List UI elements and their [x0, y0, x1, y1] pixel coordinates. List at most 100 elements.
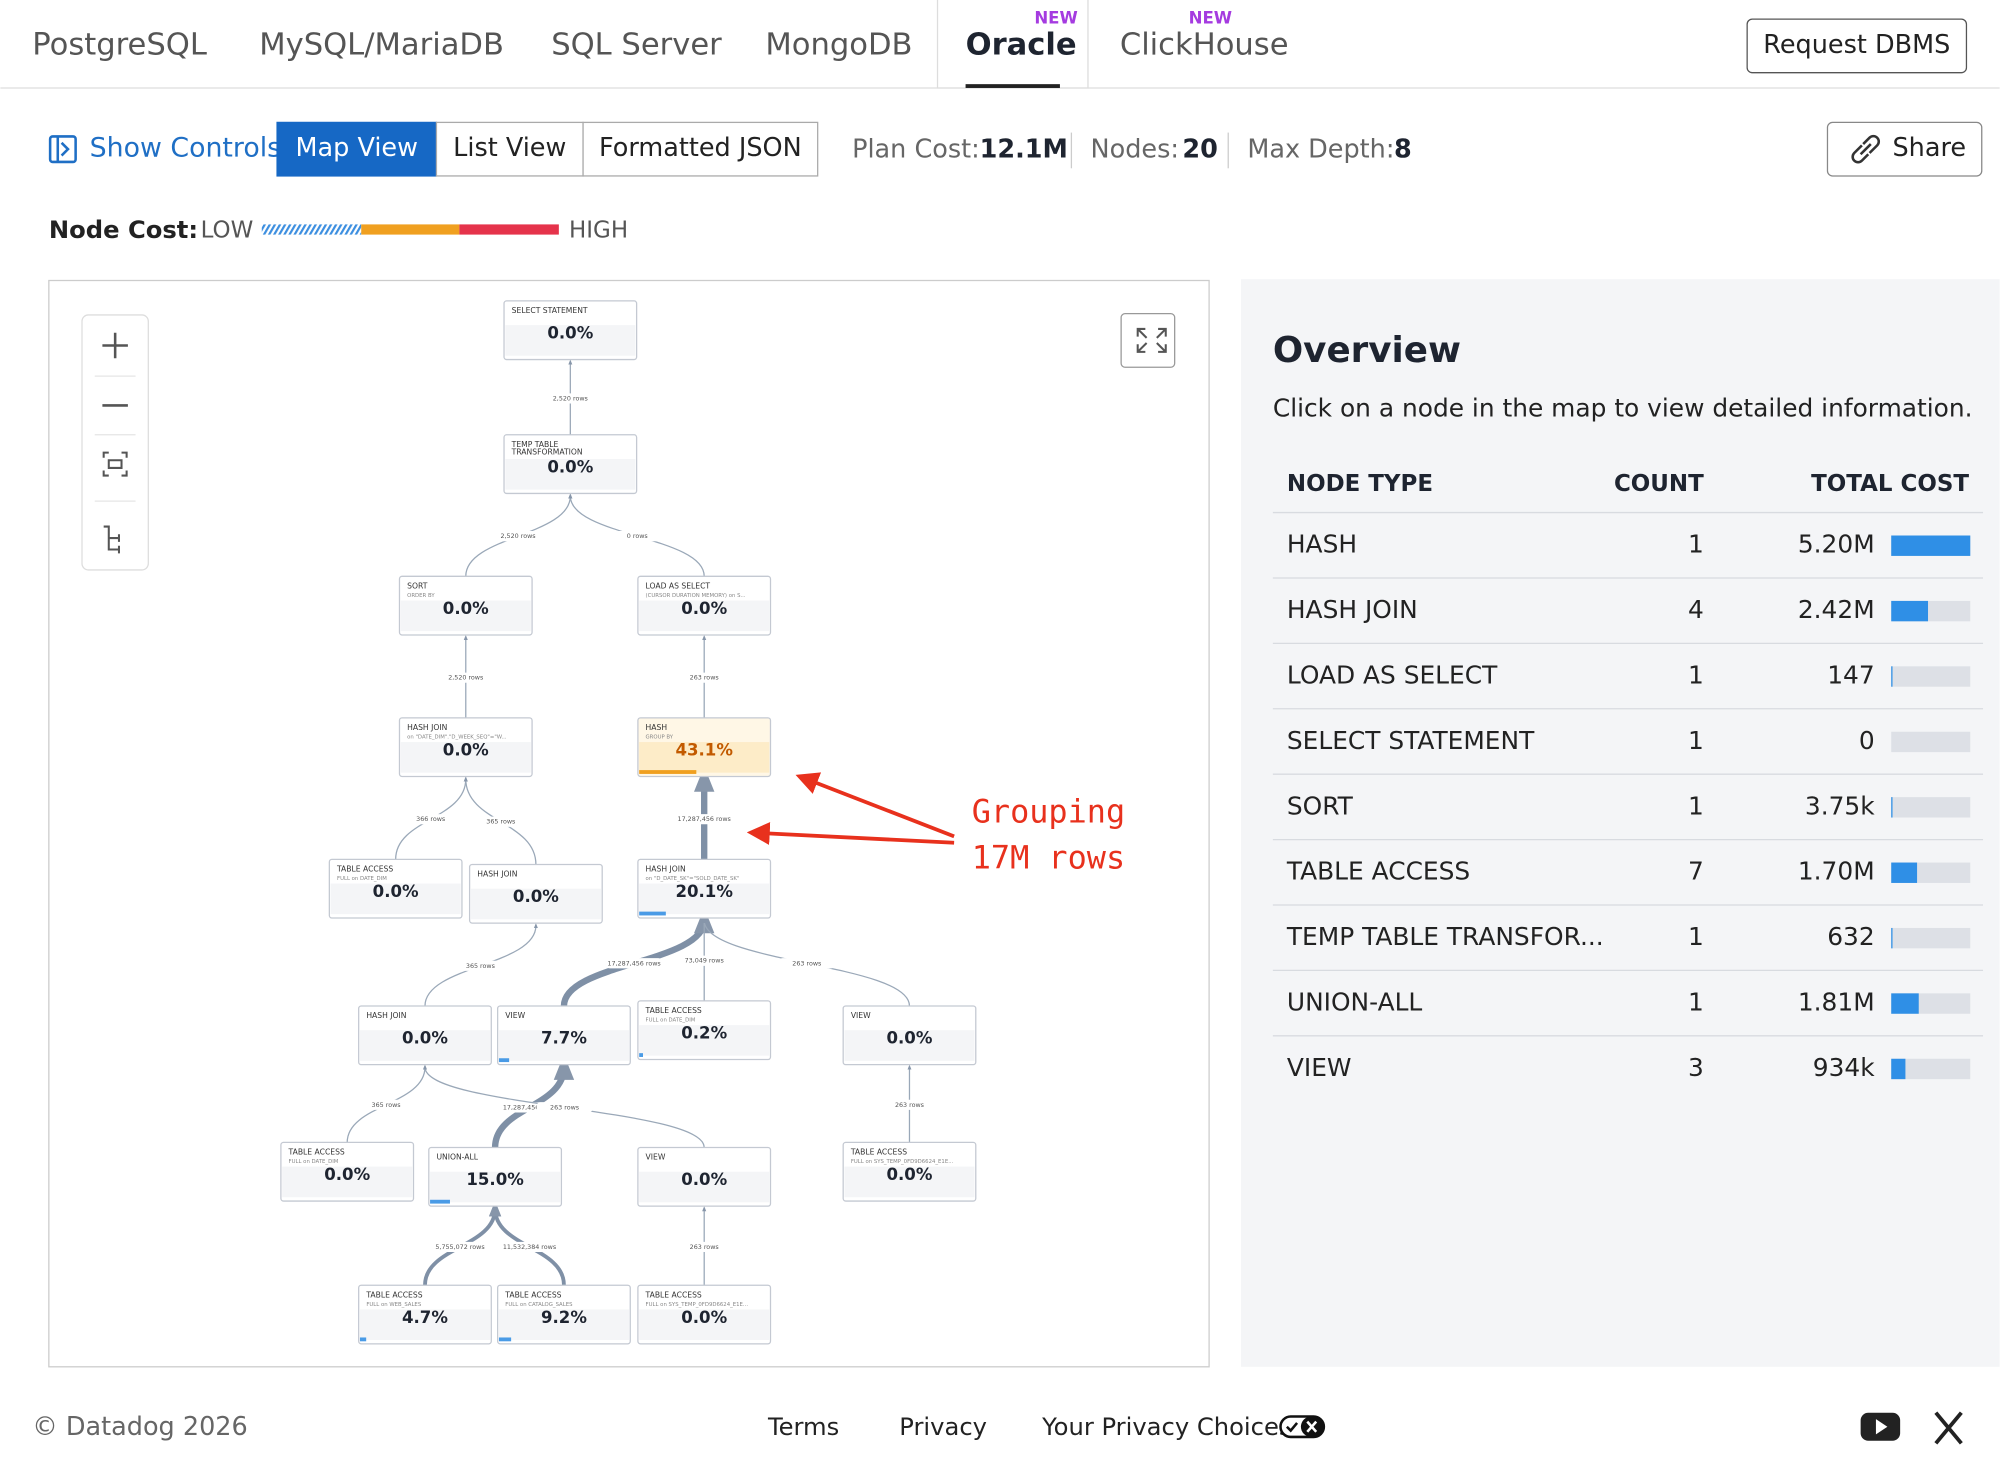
- stat-label: Max Depth:: [1247, 134, 1394, 164]
- node-type: VIEW: [505, 1011, 525, 1020]
- view-label: Formatted JSON: [599, 133, 802, 163]
- node-pct: 0.0%: [681, 1170, 727, 1189]
- node-pct-bg: [498, 1309, 629, 1341]
- node-pct: 0.0%: [887, 1029, 933, 1048]
- tab[interactable]: ClickHouse: [1120, 27, 1289, 62]
- count-cell: 1: [1688, 988, 1704, 1017]
- edge-label-bg: [501, 1241, 558, 1253]
- footer-link[interactable]: Terms: [767, 1413, 839, 1441]
- legend-high: HIGH: [569, 217, 628, 243]
- show-controls[interactable]: Show Controls: [90, 133, 281, 164]
- cost-bar: [1891, 862, 1918, 883]
- link-icon: [1851, 134, 1881, 164]
- node-pct-bg: [470, 888, 601, 920]
- tree-layout[interactable]: [103, 525, 120, 554]
- cost-cell: 2.42M: [1798, 595, 1875, 624]
- edge-label: 11,532,384 rows: [503, 1243, 556, 1251]
- node-type: TABLE ACCESS: [850, 1148, 907, 1157]
- tab[interactable]: Oracle: [966, 27, 1077, 62]
- tab[interactable]: MongoDB: [765, 27, 912, 62]
- node-pct: 7.7%: [541, 1029, 587, 1048]
- node-pct-bg: [282, 1166, 413, 1198]
- youtube-icon[interactable]: [1860, 1412, 1901, 1441]
- edge-label-bg: [778, 958, 835, 969]
- footer-link[interactable]: Your Privacy Choices: [1041, 1413, 1291, 1441]
- node-detail: (CURSOR DURATION MEMORY) on S...: [646, 593, 746, 599]
- edge-label-bg: [676, 672, 733, 683]
- node-pct-bg: [639, 1171, 770, 1203]
- tab[interactable]: SQL Server: [551, 27, 722, 62]
- node-type: UNION-ALL: [436, 1153, 478, 1162]
- edge-label-bg: [881, 1099, 938, 1110]
- node-detail: FULL on CATALOG_SALES: [505, 1302, 573, 1308]
- node-pct-bg: [359, 1030, 490, 1061]
- node-pct: 9.2%: [541, 1308, 587, 1327]
- x-icon[interactable]: [1934, 1411, 1963, 1445]
- node-type: TABLE ACCESS: [645, 1290, 702, 1299]
- cost-cell: 3.75k: [1805, 791, 1875, 820]
- node-pct: 20.1%: [675, 882, 733, 901]
- node-pct-bg: [498, 1030, 629, 1061]
- view-button[interactable]: [582, 121, 819, 177]
- node-pct-bg: [639, 1025, 770, 1056]
- tab[interactable]: PostgreSQL: [32, 27, 207, 62]
- plan-stats: Plan Cost: 12.1M Nodes: 20 Max Depth: 8: [852, 132, 1412, 169]
- tab[interactable]: MySQL/MariaDB: [259, 27, 504, 62]
- cost-cell: 632: [1827, 922, 1874, 951]
- edge-label-bg: [609, 531, 666, 542]
- edge-label: 73,049 rows: [685, 957, 724, 965]
- table-header: NODE TYPE: [1287, 471, 1433, 497]
- node-pct-bg: [505, 325, 636, 356]
- node-type: TABLE ACCESS: [504, 1290, 561, 1299]
- node-detail: FULL on WEB_SALES: [366, 1302, 421, 1308]
- edge-label-bg: [452, 960, 509, 971]
- stat-value: 20: [1182, 134, 1218, 164]
- expand-button[interactable]: [1120, 313, 1176, 368]
- edge-label: 2,520 rows: [448, 674, 483, 682]
- cost-bar-track: [1891, 666, 1971, 687]
- edge-label-bg: [676, 1241, 733, 1253]
- overview-panel: [1240, 279, 2000, 1367]
- edge-label: 2,520 rows: [553, 394, 588, 402]
- view-button[interactable]: [276, 121, 438, 177]
- node-pct-bg: [400, 742, 531, 773]
- view-switch: Map View List View Formatted JSON: [276, 121, 819, 177]
- table-header: COUNT: [1614, 471, 1704, 497]
- node-cost-bar: [639, 1053, 643, 1057]
- view-button[interactable]: [435, 121, 584, 177]
- node-cost-bar: [430, 1199, 450, 1204]
- active-tab-bg: [936, 0, 1089, 89]
- fit-view[interactable]: [102, 451, 128, 477]
- node-pct-bg: [639, 742, 770, 773]
- edge-label-bg: [358, 1099, 415, 1110]
- node-pct-bg: [505, 459, 636, 490]
- node-type: HASH JOIN: [646, 865, 686, 874]
- cost-bar-track: [1891, 927, 1971, 949]
- node-type: TABLE ACCESS: [365, 1290, 422, 1299]
- annotation-line: Grouping: [972, 792, 1125, 830]
- show-controls-icon: [48, 135, 77, 164]
- node-cost-bar: [498, 1058, 510, 1063]
- request-button[interactable]: [1746, 18, 1968, 74]
- zoom-in[interactable]: [102, 332, 128, 359]
- node-pct-bg: [639, 600, 770, 632]
- edge-label: 263 rows: [792, 959, 821, 967]
- edge-label: 263 rows: [690, 1243, 719, 1251]
- cost-cell: 0: [1859, 726, 1875, 755]
- node-pct-bg: [844, 1166, 975, 1198]
- share-button[interactable]: [1826, 121, 1983, 177]
- cost-bar: [1891, 797, 1893, 818]
- node-pct: 0.0%: [547, 457, 593, 476]
- node-type-cell: SORT: [1287, 791, 1354, 820]
- overview-table: NODE TYPE COUNT TOTAL COST HASH 1 5.20M HASH J…: [1272, 471, 1984, 1082]
- edge-label-bg: [472, 816, 529, 827]
- count-cell: 7: [1688, 857, 1704, 886]
- footer-link[interactable]: Privacy: [899, 1413, 987, 1441]
- node-pct: 15.0%: [466, 1170, 524, 1189]
- tab-badge: NEW: [1189, 9, 1232, 28]
- node-type: LOAD AS SELECT: [646, 582, 711, 591]
- node-type: HASH JOIN: [407, 723, 447, 732]
- tab-badge: NEW: [1034, 9, 1077, 28]
- node-type: VIEW: [851, 1011, 871, 1020]
- node-cost-bar: [639, 911, 666, 916]
